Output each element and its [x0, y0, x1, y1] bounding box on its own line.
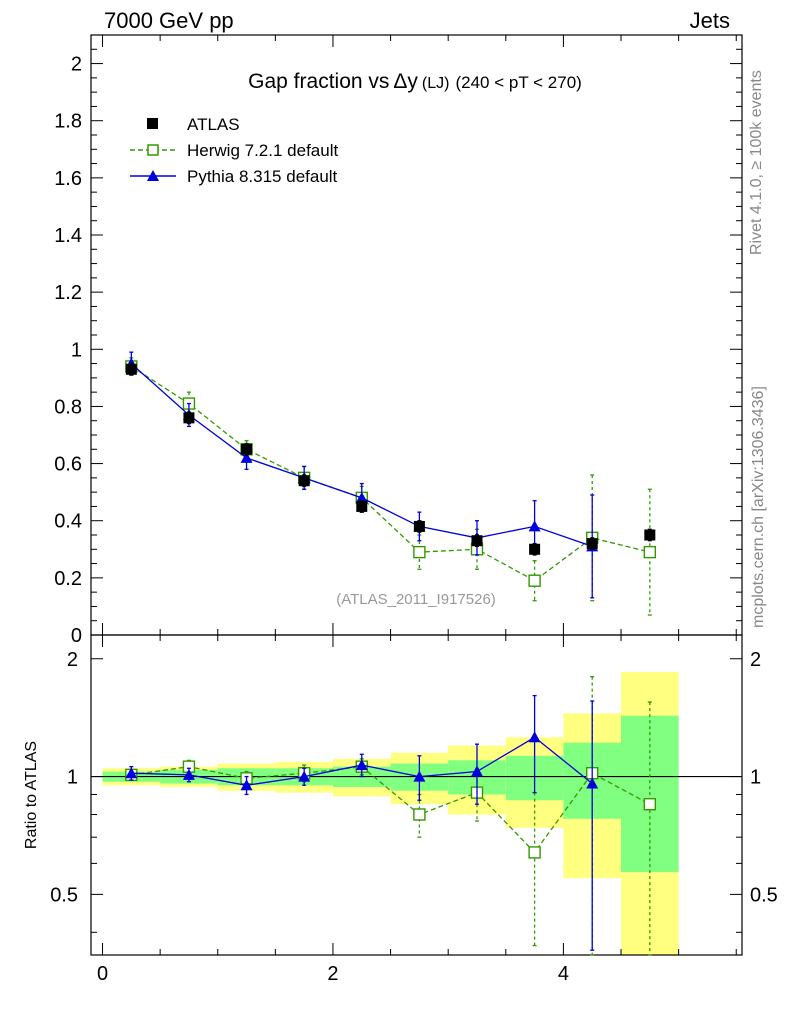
y-tick-label: 0.2 [54, 568, 82, 590]
ratio-y-tick-label-right: 1 [750, 767, 761, 789]
data-point-pythia [298, 770, 311, 782]
y-tick-label: 0 [71, 625, 82, 647]
data-point-atlas [529, 543, 541, 555]
ratio-y-tick-label-right: 0.5 [750, 884, 778, 906]
ratio-y-tick-label-right: 2 [750, 649, 761, 671]
header-right: Jets [690, 8, 730, 33]
ratio-y-tick-label: 2 [67, 649, 78, 671]
x-tick-label: 4 [558, 963, 569, 985]
data-point-atlas [413, 520, 425, 532]
data-point-atlas [356, 500, 368, 512]
title-lj: (LJ) [422, 75, 450, 92]
y-tick-label: 1.6 [54, 168, 82, 190]
series-line-herwig [130, 365, 650, 582]
data-point-pythia [355, 491, 368, 503]
data-point-pythia [470, 765, 483, 777]
data-point-atlas [471, 535, 483, 547]
data-point-pythia [586, 777, 599, 789]
ratio-ylabel: Ratio to ATLAS [23, 741, 40, 849]
data-point-atlas [298, 475, 310, 487]
data-point-herwig [528, 846, 541, 859]
header-left: 7000 GeV pp [104, 8, 234, 33]
data-point-pythia [182, 768, 195, 780]
data-point-atlas [586, 538, 598, 550]
data-point-pythia [240, 779, 253, 791]
y-tick-label: 0.6 [54, 454, 82, 476]
title-main: Gap fraction vs [248, 70, 389, 93]
legend-label-herwig: Herwig 7.2.1 default [187, 141, 338, 160]
legend-label-atlas: ATLAS [187, 115, 240, 134]
legend-label-pythia: Pythia 8.315 default [187, 167, 338, 186]
data-point-pythia [125, 767, 138, 779]
data-point-herwig [528, 574, 541, 587]
legend-marker-herwig [147, 144, 159, 156]
mcplots-label: mcplots.cern.ch [arXiv:1306.3436] [750, 386, 767, 628]
title-range: (240 < pT < 270) [455, 73, 581, 92]
y-tick-label: 0.8 [54, 396, 82, 418]
data-point-pythia [240, 451, 253, 463]
data-point-atlas [125, 363, 137, 375]
ratio-y-tick-label: 0.5 [50, 884, 78, 906]
y-tick-label: 1.2 [54, 282, 82, 304]
legend-marker-pythia [147, 170, 159, 181]
rivet-label: Rivet 4.1.0, ≥ 100k events [748, 70, 765, 255]
data-point-herwig [643, 545, 657, 559]
data-point-atlas [183, 412, 195, 424]
y-tick-label: 1.4 [54, 225, 82, 247]
y-tick-label: 1 [71, 339, 82, 361]
data-point-pythia [528, 731, 541, 743]
data-point-pythia [413, 770, 426, 782]
data-point-herwig [643, 797, 657, 811]
legend-marker-atlas [147, 118, 158, 129]
plot-title: Gap fraction vs Δy (LJ) (240 < pT < 270) [248, 70, 582, 93]
data-point-herwig [413, 545, 426, 559]
y-tick-label: 0.4 [54, 511, 82, 533]
x-tick-label: 2 [327, 963, 338, 985]
main-panel: 0 0.2 0.4 0.6 0.8 1 1.2 1.4 1.6 1.8 2 [54, 34, 743, 647]
watermark: (ATLAS_2011_I917526) [336, 591, 496, 608]
title-delta: Δy [393, 70, 418, 93]
data-point-atlas [644, 529, 656, 541]
series-line-pythia [130, 363, 593, 548]
legend: ATLAS Herwig 7.2.1 default Pythia 8.315 … [130, 115, 338, 186]
data-point-herwig [413, 808, 426, 821]
ratio-y-tick-label: 1 [67, 767, 78, 789]
x-tick-label: 0 [97, 963, 108, 985]
ratio-frame [90, 634, 743, 956]
data-point-pythia [355, 759, 368, 771]
ratio-panel: 0 2 4 0.5 0.5 1 1 2 2 [50, 634, 778, 985]
y-tick-label: 2 [71, 54, 82, 76]
data-point-pythia [528, 520, 541, 532]
data-point-atlas [241, 443, 253, 455]
y-tick-label: 1.8 [54, 111, 82, 133]
